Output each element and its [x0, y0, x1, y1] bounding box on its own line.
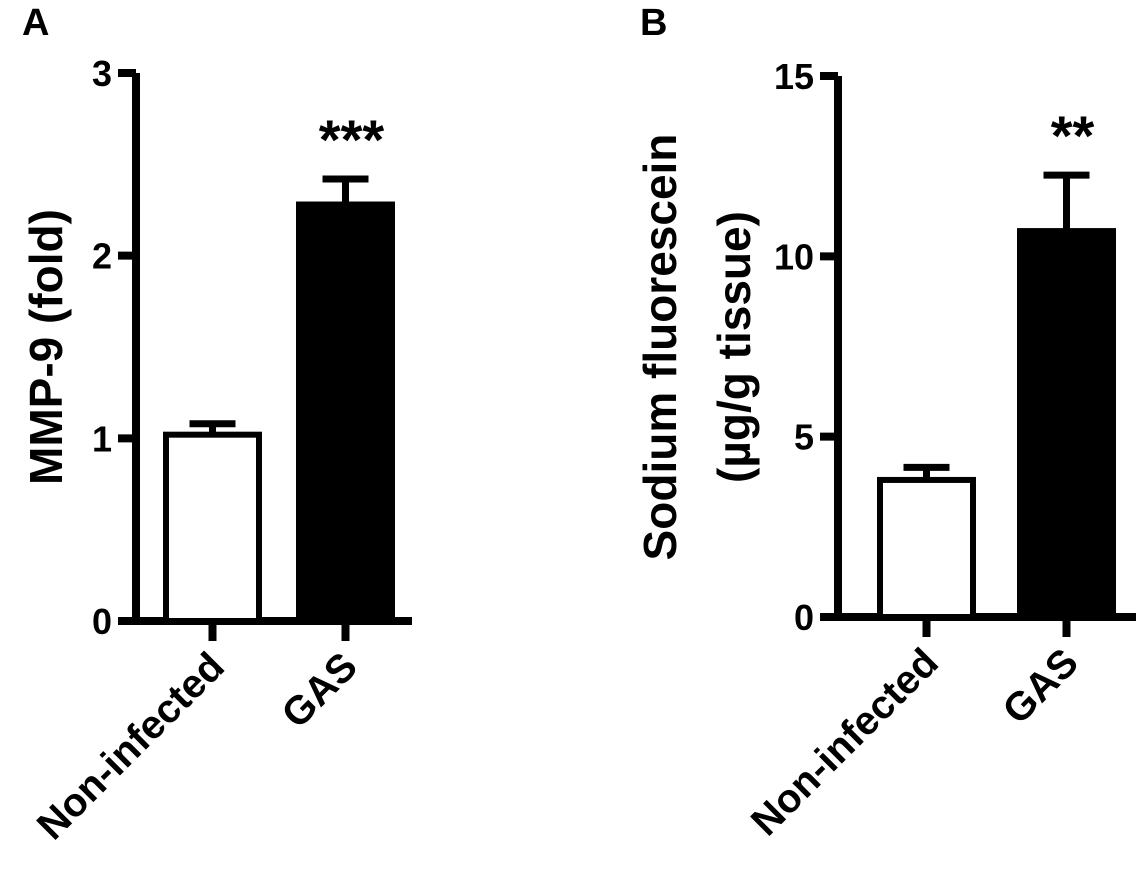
- chart-a-y-tick-label: 1: [92, 418, 112, 459]
- chart-a-y-tick-label: 0: [92, 601, 112, 642]
- chart-b-y-axis-title: Sodium fluorescein: [634, 134, 686, 561]
- chart-a-y-axis-title: MMP-9 (fold): [20, 209, 72, 485]
- chart-b-bar: [877, 476, 976, 620]
- chart-b-category-label: GAS: [994, 640, 1086, 732]
- chart-b-significance-label: **: [1051, 104, 1095, 167]
- chart-a-y-tick-label: 2: [92, 236, 112, 277]
- chart-b-category-label: Non-infected: [743, 640, 947, 844]
- chart-a-y-tick-label: 3: [92, 53, 112, 94]
- chart-a-bar: [163, 431, 262, 624]
- chart-a-bar: [296, 201, 395, 625]
- chart-b-y-axis-subtitle: (µg/g tissue): [708, 211, 760, 483]
- chart-a-category-label: Non-infected: [29, 644, 233, 848]
- chart-b-y-tick-label: 5: [794, 417, 814, 458]
- panel-label-b: B: [640, 2, 668, 44]
- chart-panel-b: 0 5 10 15 Non-infected GAS ** Sodium fluorescei…: [634, 56, 1136, 844]
- chart-a-significance-label: ***: [319, 108, 385, 171]
- chart-panel-a: 0 1 2 3 Non-infected GAS *** MMP-9 (fold): [20, 53, 412, 848]
- chart-b-y-tick-label: 15: [774, 56, 814, 97]
- chart-b-bar: [1017, 228, 1116, 620]
- chart-b-y-tick-label: 0: [794, 597, 814, 638]
- panel-label-a: A: [22, 2, 50, 44]
- chart-b-y-tick-label: 10: [774, 236, 814, 277]
- chart-a-category-label: GAS: [273, 644, 365, 736]
